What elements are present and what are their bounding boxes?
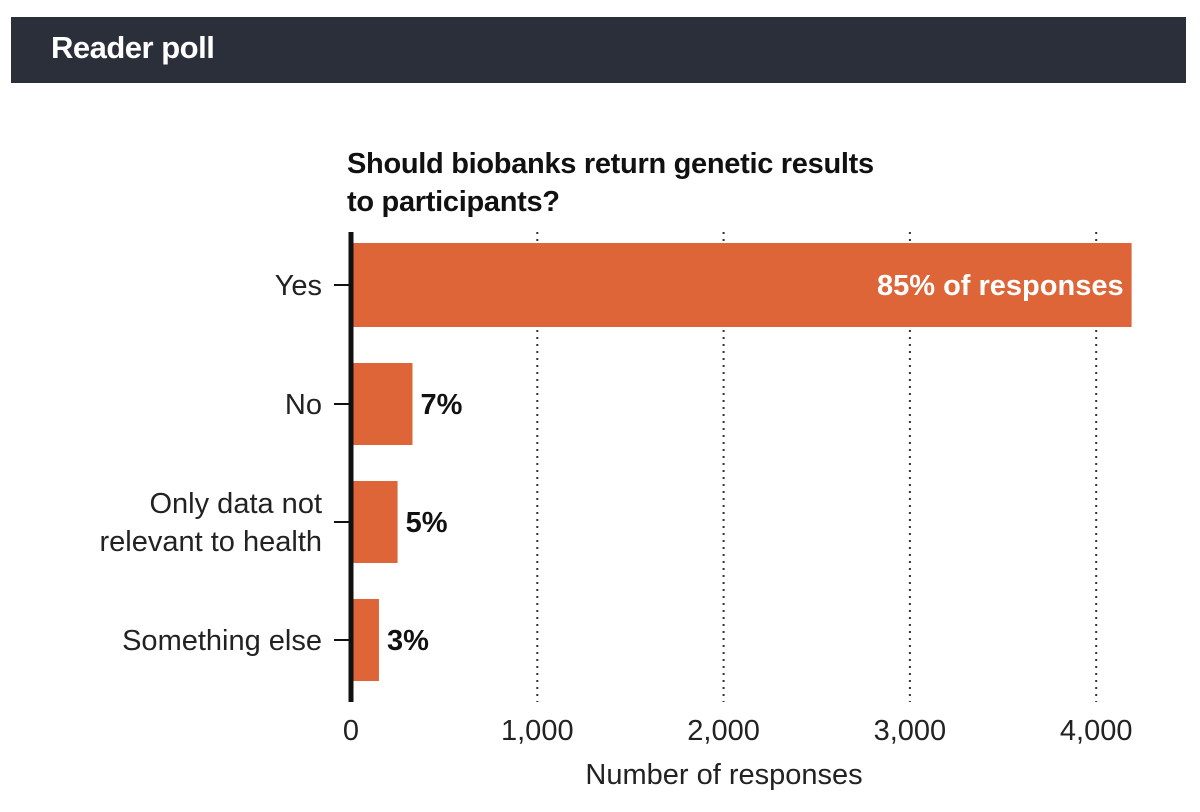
data-label: 7%: [420, 389, 462, 421]
category-label: relevant to health: [100, 526, 322, 558]
x-axis-label: Number of responses: [585, 759, 862, 791]
x-tick-label: 1,000: [501, 715, 574, 747]
bar: [351, 481, 398, 563]
header-title: Reader poll: [51, 30, 215, 65]
x-tick-label: 2,000: [687, 715, 760, 747]
category-label: Only data not: [150, 488, 323, 520]
data-label: 5%: [406, 507, 448, 539]
category-label: Something else: [122, 625, 322, 657]
x-tick-label: 4,000: [1060, 715, 1133, 747]
bar: [351, 599, 379, 681]
bar: [351, 363, 413, 445]
category-label: Yes: [275, 270, 322, 302]
header-bar: Reader poll: [11, 17, 1186, 83]
x-tick-label: 3,000: [874, 715, 947, 747]
x-tick-label: 0: [343, 715, 359, 747]
data-label: 3%: [387, 625, 429, 657]
category-label: No: [285, 389, 322, 421]
bar: [351, 243, 1132, 327]
data-label: 85% of responses: [877, 270, 1124, 302]
chart-title: Should biobanks return genetic results t…: [347, 148, 874, 218]
